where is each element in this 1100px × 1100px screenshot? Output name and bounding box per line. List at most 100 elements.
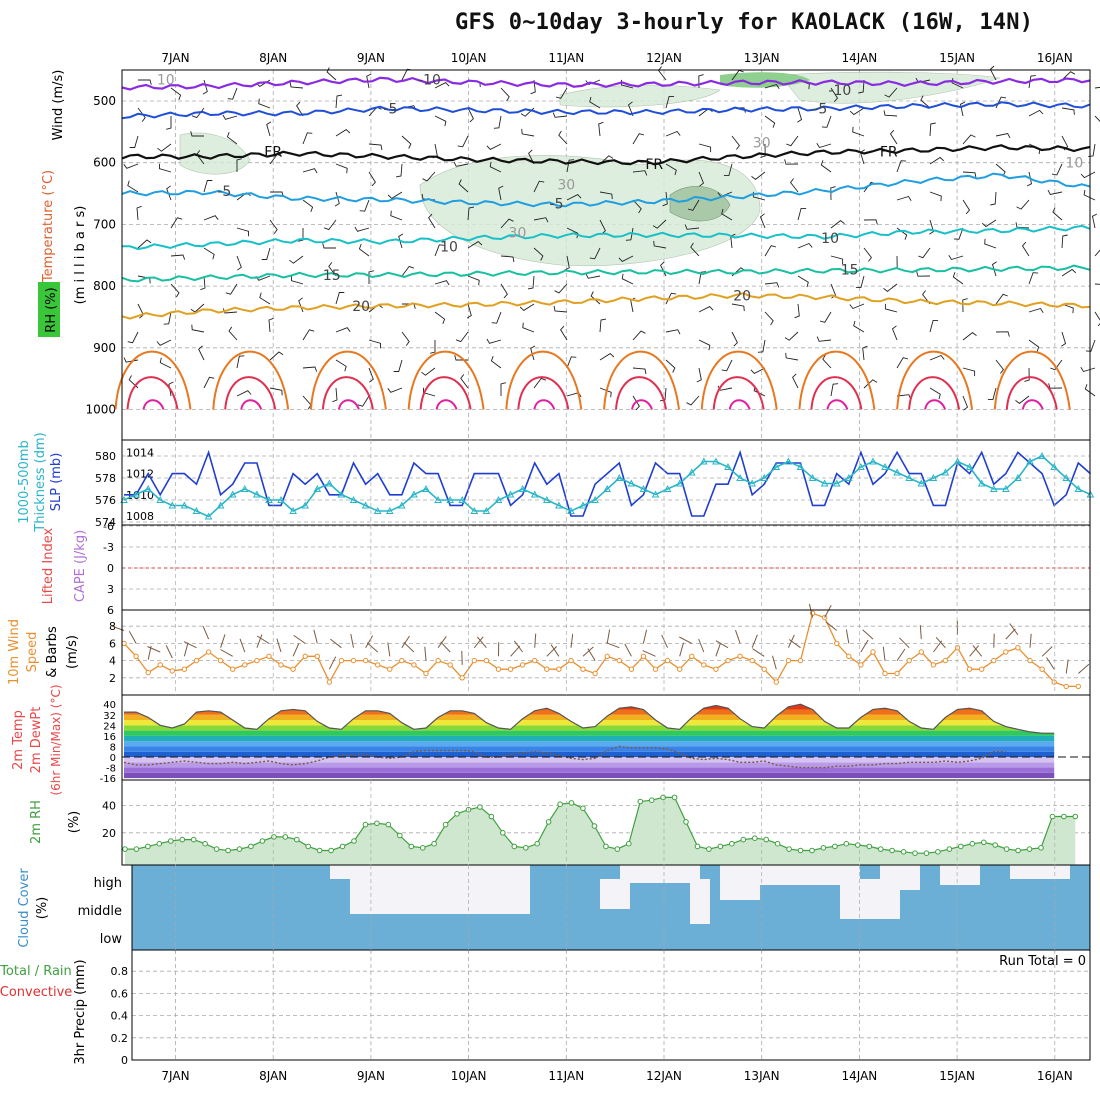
wind-barb (166, 185, 172, 201)
upper-air-tick-label: 800 (93, 279, 116, 293)
wind10-barb (715, 642, 721, 657)
wind-barb (498, 185, 504, 201)
slp-tick-label: 1010 (126, 489, 154, 502)
wind-marker (471, 657, 477, 664)
wind-barb (987, 387, 997, 401)
precip-tick-label: 0.4 (111, 1010, 129, 1023)
wind-barb (830, 87, 839, 103)
wind-barb (948, 255, 964, 261)
wind-barb (393, 359, 403, 372)
wind-barb (953, 227, 964, 240)
wind-barb (458, 179, 469, 193)
isotherm--5 (121, 101, 1091, 120)
wind-barb (785, 352, 799, 361)
rh-marker (809, 847, 815, 854)
wind-barb (665, 95, 675, 109)
wind-barb (302, 395, 312, 410)
cloud-clear-patch (1010, 865, 1070, 879)
wind-marker (894, 670, 900, 677)
wind-barb (1048, 383, 1063, 389)
wind10-barb (1041, 646, 1053, 657)
precip-frame (131, 949, 1091, 1061)
wind-barb (816, 336, 832, 342)
thickness-marker (458, 495, 467, 503)
isotherm-label: FR (645, 157, 663, 173)
isotherm-25 (798, 350, 876, 410)
wind-marker (423, 670, 429, 677)
wind10-barb (772, 655, 777, 670)
wind-barb (302, 168, 318, 174)
wind-barb (566, 227, 579, 239)
wind-marker (242, 662, 248, 668)
wind-tick-label: 2 (109, 672, 116, 685)
wind-barb (521, 128, 535, 137)
wind-marker (1027, 657, 1033, 664)
wind10-barb (1005, 628, 1016, 640)
wind-barb (552, 112, 568, 118)
rh-marker (900, 849, 907, 855)
wind-barb (625, 227, 634, 241)
rh-marker (671, 794, 678, 801)
cloud-row-label: low (100, 932, 123, 947)
wind10-barb (147, 646, 161, 653)
wind-barb (398, 233, 404, 249)
wind-marker (169, 668, 176, 674)
wind-barb (1061, 234, 1068, 249)
wind10-barb (550, 644, 560, 657)
wind10-barb (437, 636, 447, 648)
isotherm-35 (826, 399, 849, 410)
isotherm-35 (240, 399, 263, 410)
thickness-ylabel: 1000-500mb (17, 440, 32, 524)
wind-barb (784, 331, 799, 341)
wind-ylabel: 10m Wind (7, 619, 22, 685)
wind-barb (599, 353, 615, 361)
precip-tick-label: 0.2 (111, 1032, 129, 1045)
wind-ylabel: Speed (25, 632, 40, 673)
wind-barb (1028, 75, 1036, 89)
thickness-marker (494, 495, 503, 503)
thickness-marker (941, 468, 950, 476)
wind-marker (580, 666, 586, 672)
rh-marker (213, 846, 220, 852)
thickness-marker (337, 490, 346, 498)
wind-barb (929, 219, 935, 235)
wind10-barb (366, 642, 379, 653)
wind-barb (786, 135, 799, 147)
wind-barb (358, 243, 370, 257)
wind-barb (366, 73, 372, 89)
slp-tick-label: 1008 (126, 510, 154, 523)
wind-barb (721, 208, 733, 221)
wind-barb (764, 245, 777, 257)
wind10-barb (165, 645, 173, 659)
rh-area (125, 797, 1076, 865)
rh-marker (374, 820, 380, 827)
temp-band (122, 699, 1090, 704)
wind10-barb (403, 641, 415, 653)
wind-barb (995, 331, 1010, 337)
thickness-marker (325, 479, 334, 487)
wind-marker (326, 679, 333, 685)
thickness-marker (1038, 451, 1046, 459)
wind-barb (227, 87, 238, 100)
wind-marker (483, 657, 490, 664)
wind-barb (717, 385, 733, 391)
wind-barb (589, 96, 601, 109)
isotherm-35 (142, 399, 165, 410)
thickness-marker (204, 512, 213, 520)
isotherm-30 (321, 376, 374, 410)
rh-marker (752, 835, 758, 842)
rh-marker (923, 850, 930, 857)
rh-marker (282, 834, 289, 840)
wind-marker (773, 679, 779, 685)
wind-barb (138, 79, 152, 85)
wind-barb (962, 134, 976, 145)
wind10-barb (1077, 663, 1090, 674)
thickness-tick-label: 580 (95, 450, 116, 463)
wind-barb (1061, 71, 1076, 81)
wind-barb (792, 373, 799, 389)
wind-barb (916, 271, 931, 277)
wind10-barb (935, 636, 946, 649)
wind-barb (222, 114, 238, 120)
rh-marker (912, 850, 918, 857)
